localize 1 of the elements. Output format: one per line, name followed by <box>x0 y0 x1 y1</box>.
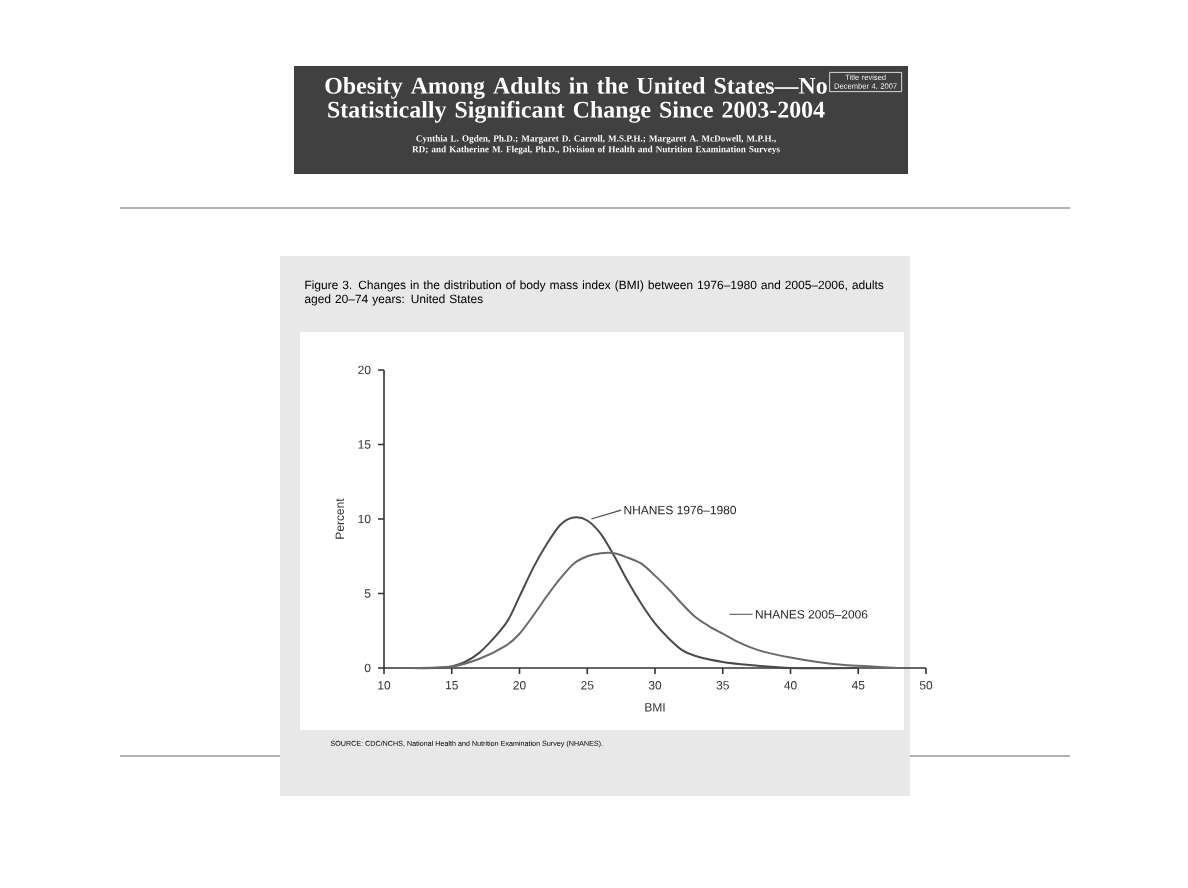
chart-title: Obesity Among Adults in the United States—No Statistically Significant Change Since 2003-2004 <box>325 77 827 123</box>
